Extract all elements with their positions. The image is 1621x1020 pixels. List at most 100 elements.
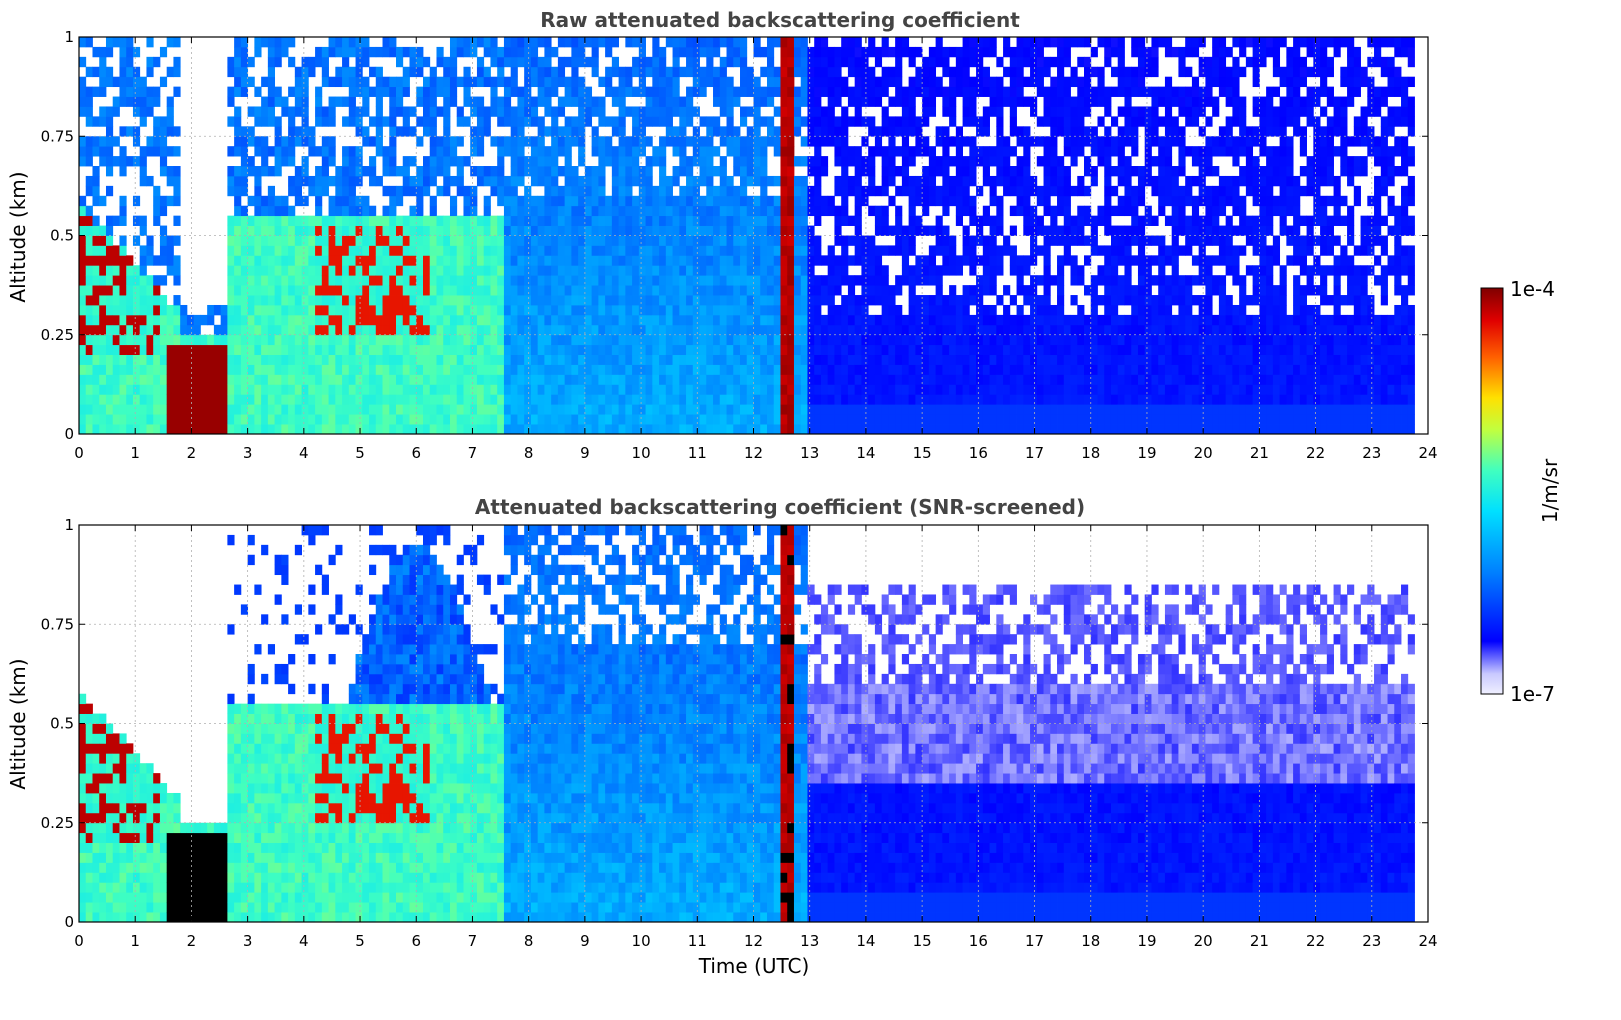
heatmap-cell: [976, 384, 984, 395]
heatmap-cell: [598, 37, 606, 48]
heatmap-cell: [922, 116, 930, 127]
heatmap-cell: [699, 86, 707, 97]
heatmap-cell: [348, 175, 356, 187]
heatmap-cell: [490, 424, 498, 435]
heatmap-cell: [773, 295, 781, 306]
heatmap-cell: [139, 324, 147, 336]
heatmap-cell: [632, 285, 640, 296]
heatmap-cell: [99, 414, 107, 425]
heatmap-cell: [611, 66, 620, 78]
heatmap-cell: [780, 215, 788, 226]
heatmap-cell: [692, 136, 700, 147]
heatmap-cell: [632, 106, 640, 117]
heatmap-cell: [1043, 354, 1051, 365]
heatmap-cell: [1043, 136, 1051, 147]
heatmap-cell: [841, 37, 849, 48]
heatmap-cell: [328, 344, 336, 356]
heatmap-cell: [706, 384, 714, 395]
heatmap-cell: [962, 96, 970, 107]
heatmap-cell: [476, 394, 485, 405]
heatmap-cell: [328, 116, 336, 127]
heatmap-cell: [321, 156, 329, 167]
heatmap-cell: [396, 414, 404, 425]
heatmap-cell: [834, 175, 842, 187]
heatmap-cell: [288, 215, 296, 226]
heatmap-cell: [672, 205, 680, 217]
heatmap-cell: [854, 146, 862, 157]
heatmap-cell: [274, 324, 282, 336]
heatmap-cell: [584, 394, 593, 405]
heatmap-cell: [1090, 245, 1098, 256]
heatmap-cell: [524, 324, 532, 336]
heatmap-cell: [85, 116, 93, 127]
heatmap-cell: [510, 354, 518, 365]
heatmap-cell: [105, 324, 114, 336]
heatmap-cell: [79, 245, 87, 256]
heatmap-cell: [908, 424, 916, 435]
heatmap-cell: [132, 324, 141, 336]
heatmap-cell: [153, 136, 161, 147]
heatmap-cell: [288, 156, 296, 167]
heatmap-cell: [234, 374, 242, 385]
heatmap-cell: [955, 304, 963, 316]
heatmap-cell: [79, 146, 87, 157]
heatmap-cell: [79, 394, 87, 405]
heatmap-cell: [793, 245, 802, 256]
heatmap-cell: [773, 126, 781, 137]
heatmap-cell: [827, 424, 835, 435]
heatmap-cell: [605, 66, 613, 78]
heatmap-cell: [605, 354, 613, 365]
heatmap-cell: [1009, 185, 1017, 197]
heatmap-cell: [436, 364, 444, 375]
heatmap-cell: [416, 205, 424, 217]
heatmap-cell: [173, 66, 181, 78]
heatmap-cell: [396, 235, 404, 246]
heatmap-cell: [814, 46, 822, 58]
heatmap-cell: [679, 285, 687, 296]
heatmap-cell: [557, 215, 566, 226]
heatmap-cell: [868, 156, 876, 167]
heatmap-cell: [490, 185, 498, 197]
heatmap-cell: [564, 225, 572, 236]
heatmap-cell: [969, 414, 977, 425]
heatmap-cell: [247, 295, 255, 306]
heatmap-cell: [85, 225, 93, 236]
heatmap-cell: [396, 225, 404, 236]
heatmap-cell: [625, 76, 633, 88]
heatmap-cell: [524, 215, 532, 226]
heatmap-cell: [503, 314, 512, 326]
heatmap-cell: [564, 175, 572, 187]
heatmap-cell: [1016, 364, 1024, 375]
heatmap-cell: [571, 175, 579, 187]
heatmap-cell: [706, 225, 714, 236]
heatmap-cell: [571, 414, 579, 425]
heatmap-cell: [605, 255, 613, 266]
heatmap-cell: [793, 404, 802, 415]
heatmap-cell: [308, 314, 316, 326]
heatmap-cell: [321, 66, 329, 78]
heatmap-cell: [598, 314, 606, 326]
heatmap-cell: [928, 314, 937, 326]
heatmap-cell: [659, 285, 667, 296]
heatmap-cell: [92, 275, 100, 286]
heatmap-cell: [625, 106, 633, 117]
heatmap-cell: [982, 235, 990, 246]
heatmap-cell: [1104, 185, 1112, 197]
heatmap-cell: [713, 205, 721, 217]
heatmap-cell: [1063, 86, 1071, 97]
heatmap-cell: [719, 295, 727, 306]
heatmap-cell: [969, 116, 977, 127]
heatmap-cell: [551, 235, 559, 246]
heatmap-cell: [1003, 384, 1011, 395]
heatmap-cell: [969, 195, 977, 207]
heatmap-cell: [820, 285, 829, 296]
heatmap-cell: [530, 285, 539, 296]
heatmap-cell: [1077, 275, 1085, 286]
heatmap-cell: [908, 76, 916, 88]
heatmap-cell: [557, 324, 566, 336]
heatmap-cell: [699, 166, 707, 177]
heatmap-cell: [483, 37, 491, 48]
heatmap-cell: [874, 225, 883, 236]
heatmap-cell: [139, 156, 147, 167]
